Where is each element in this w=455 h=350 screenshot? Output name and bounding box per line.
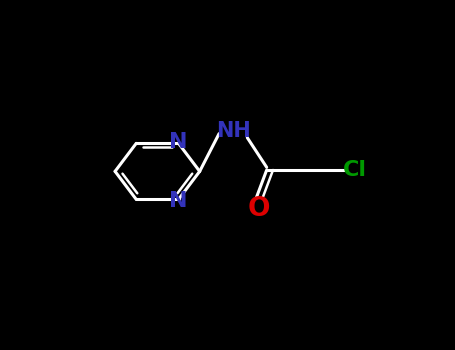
Text: O: O bbox=[248, 196, 271, 222]
Text: Cl: Cl bbox=[343, 160, 367, 180]
Text: N: N bbox=[169, 191, 188, 211]
Text: NH: NH bbox=[216, 121, 251, 141]
Text: N: N bbox=[169, 132, 188, 152]
